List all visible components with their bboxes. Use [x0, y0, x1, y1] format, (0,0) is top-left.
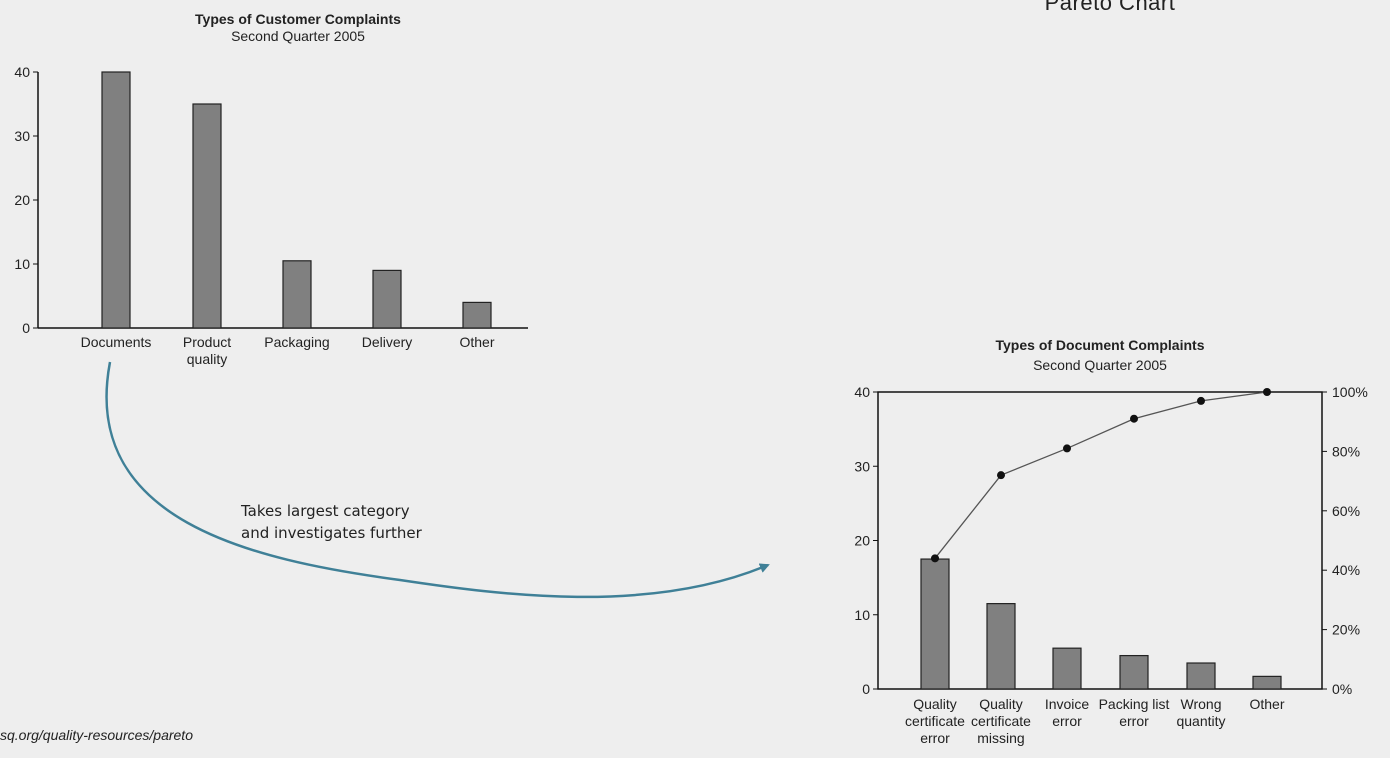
y2-tick-label: 60%: [1332, 503, 1360, 519]
y-tick-label: 0: [862, 681, 870, 697]
x-tick-label: Other: [459, 334, 494, 350]
bar: [462, 301, 492, 329]
y-tick-label: 30: [854, 458, 870, 474]
x-tick-label: Packing list: [1099, 696, 1170, 712]
bar: [282, 260, 312, 329]
x-tick-label: error: [1052, 713, 1082, 729]
x-tick-label: quantity: [1176, 713, 1225, 729]
bar: [192, 103, 222, 329]
annotation: Takes largest category and investigates …: [241, 500, 422, 544]
x-tick-label: certificate: [905, 713, 965, 729]
page-title: Pareto Chart: [1044, 0, 1176, 15]
y-tick-label: 20: [854, 533, 870, 549]
chart-subtitle: Second Quarter 2005: [1033, 357, 1167, 373]
bar: [1252, 675, 1282, 690]
bar: [920, 558, 950, 690]
x-tick-label: Other: [1249, 696, 1284, 712]
y-tick-label: 10: [854, 607, 870, 623]
y-tick-label: 40: [854, 384, 870, 400]
chart-title: Types of Customer Complaints: [195, 11, 401, 27]
y-tick-label: 0: [22, 320, 30, 336]
chart-title: Types of Document Complaints: [996, 337, 1205, 353]
y-tick-label: 30: [14, 128, 30, 144]
bar: [1052, 647, 1082, 690]
flow-arrow: [105, 361, 770, 599]
source-citation: sq.org/quality-resources/pareto: [0, 727, 193, 743]
x-tick-label: quality: [187, 351, 227, 367]
y-tick-label: 40: [14, 64, 30, 80]
x-tick-label: error: [920, 730, 950, 746]
cumulative-point: [931, 554, 939, 563]
y2-tick-label: 100%: [1332, 384, 1368, 400]
x-tick-label: Quality: [979, 696, 1023, 712]
x-tick-label: missing: [977, 730, 1024, 746]
x-tick-label: Documents: [81, 334, 152, 350]
cumulative-point: [1130, 414, 1138, 423]
cumulative-point: [1063, 444, 1071, 453]
bar: [101, 71, 131, 329]
y-tick-label: 10: [14, 256, 30, 272]
y2-tick-label: 0%: [1332, 681, 1352, 697]
y2-tick-label: 40%: [1332, 562, 1360, 578]
y2-tick-label: 20%: [1332, 622, 1360, 638]
cumulative-line: [934, 391, 1268, 559]
bar: [1119, 654, 1149, 690]
bar: [1186, 662, 1216, 690]
x-tick-label: certificate: [971, 713, 1031, 729]
x-tick-label: error: [1119, 713, 1149, 729]
x-tick-label: Invoice: [1045, 696, 1090, 712]
y2-tick-label: 80%: [1332, 443, 1360, 459]
bar: [372, 269, 402, 329]
cumulative-point: [1197, 396, 1205, 405]
annotation-line: and investigates further: [241, 524, 422, 542]
x-tick-label: Wrong: [1181, 696, 1222, 712]
x-tick-label: Packaging: [264, 334, 329, 350]
annotation-line: Takes largest category: [241, 502, 410, 520]
bar: [986, 603, 1016, 690]
x-tick-label: Delivery: [362, 334, 413, 350]
x-tick-label: Product: [183, 334, 231, 350]
cumulative-point: [1263, 388, 1271, 396]
cumulative-point: [997, 471, 1005, 480]
chart-subtitle: Second Quarter 2005: [231, 28, 365, 44]
x-tick-label: Quality: [913, 696, 957, 712]
y-tick-label: 20: [14, 192, 30, 208]
